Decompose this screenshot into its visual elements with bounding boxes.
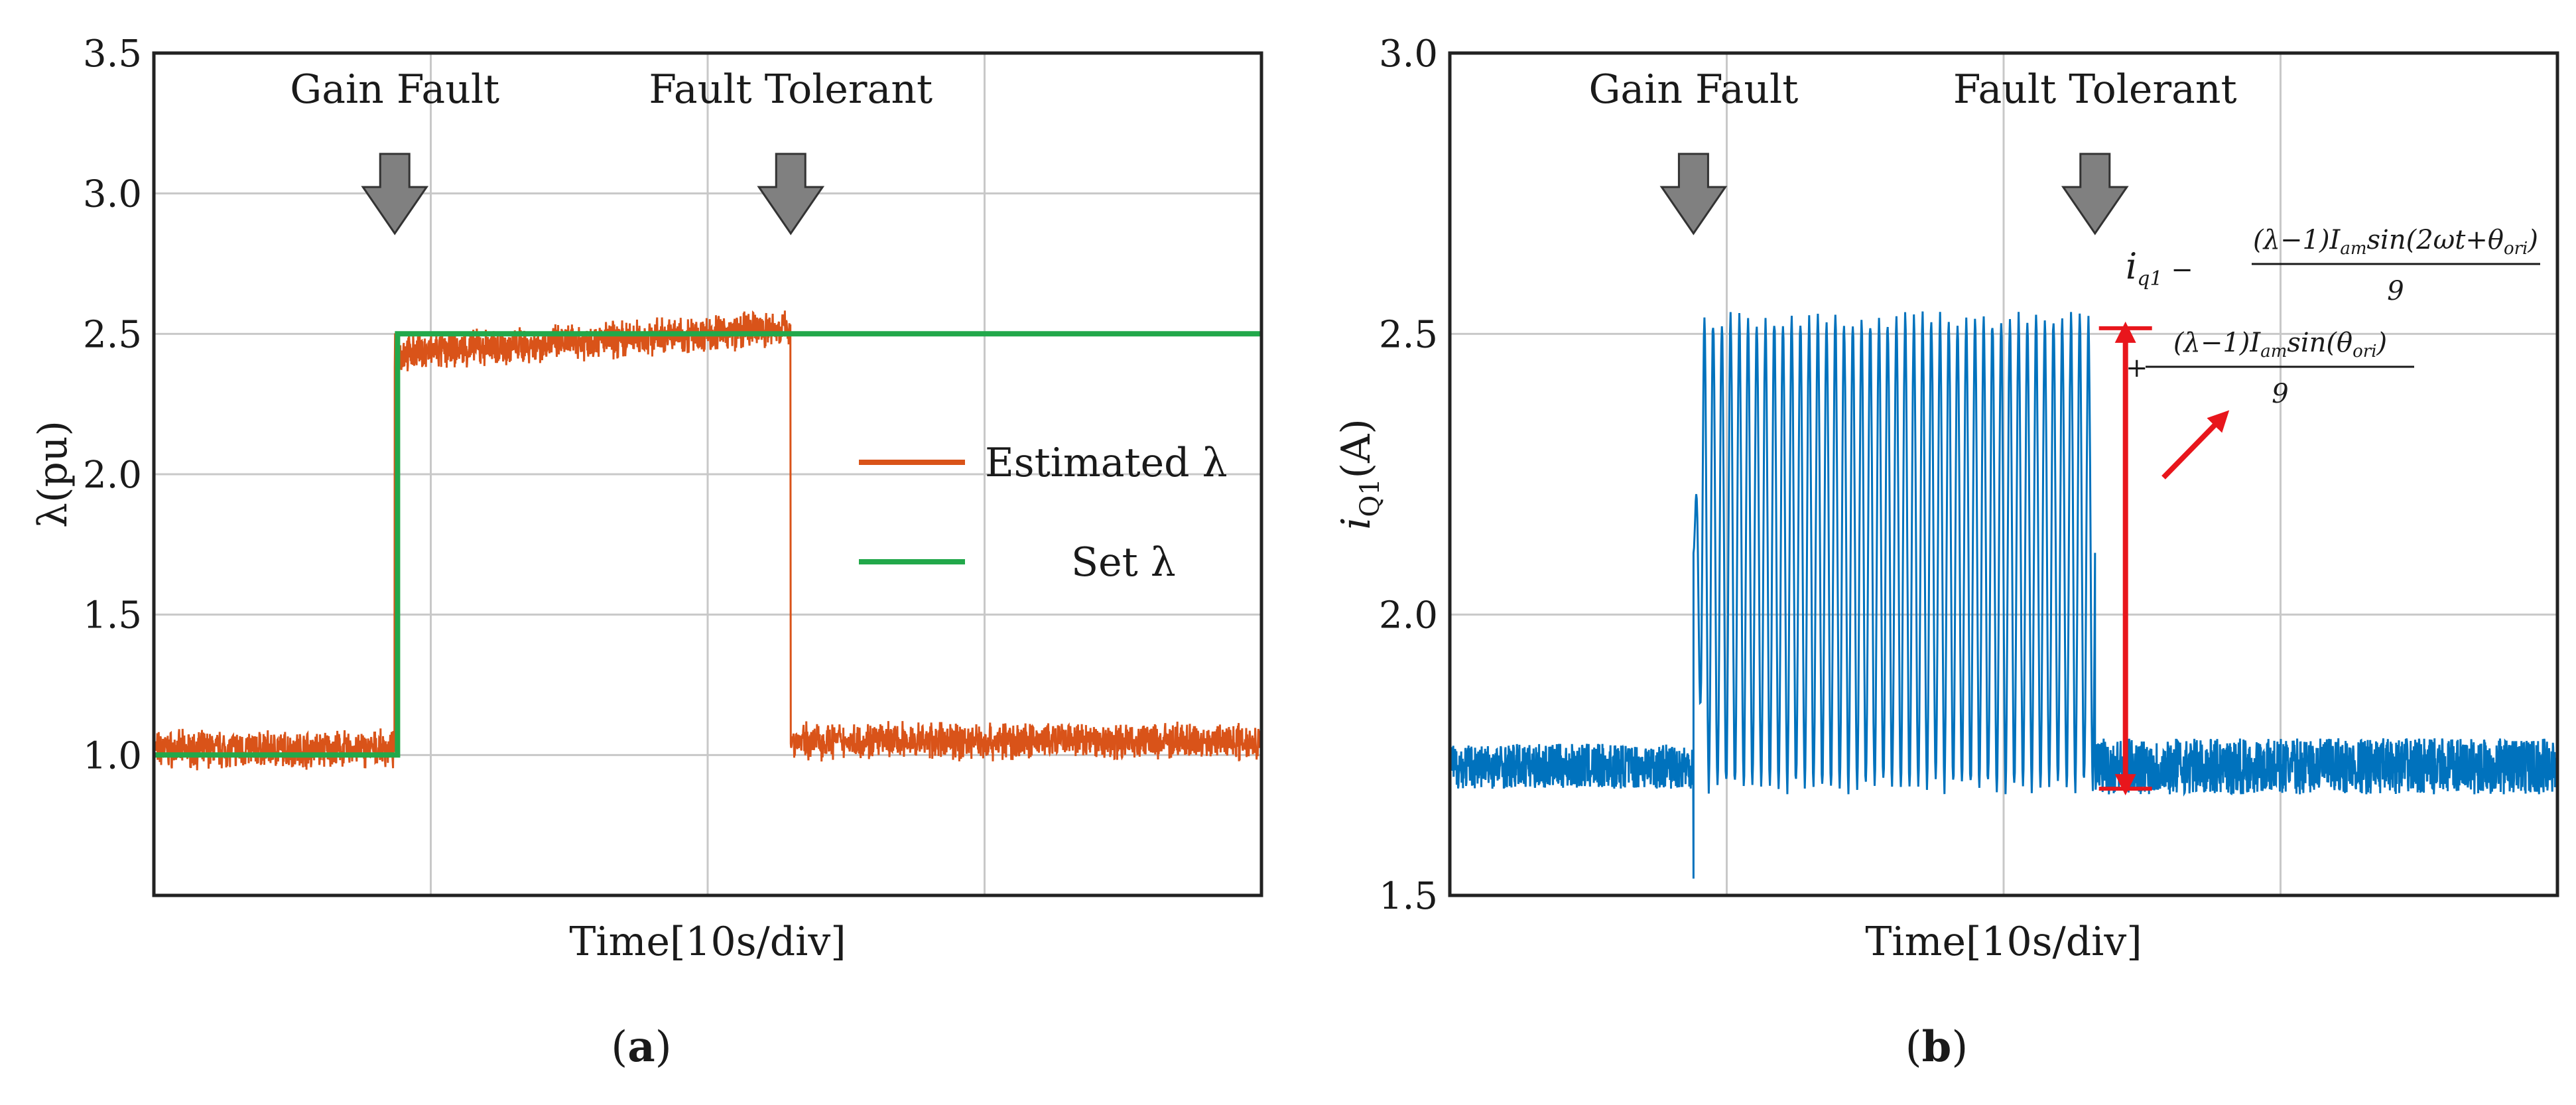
chart-a-y-tick-label: 3.0 <box>83 173 142 216</box>
chart-a-y-tick-label: 2.0 <box>83 454 142 497</box>
estimated-lambda-line <box>153 310 1262 771</box>
panel-label-a: (a) <box>611 1022 671 1072</box>
formula-prefix: iq1 − <box>2126 245 2193 291</box>
chart-a-legend: Estimated λ Set λ <box>859 440 1228 586</box>
formula-line2-denominator: 9 <box>2272 379 2288 409</box>
legend-label-estimated: Estimated λ <box>985 440 1228 486</box>
chart-b-annotations: Gain Fault Fault Tolerant <box>1588 66 2237 235</box>
series-estimated-lambda <box>153 310 1262 771</box>
chart-a-annotation-arrow-icon <box>757 153 825 235</box>
chart-a-annotation-arrow-icon <box>361 153 429 235</box>
set-lambda-line <box>154 331 1261 758</box>
amplitude-formula: iq1 − (λ−1)Iamsin(2ωt+θori) 9 + (λ−1)Iam… <box>2126 225 2540 409</box>
chart-a-y-label: λ(pu) <box>30 421 76 528</box>
chart-a-annotation-label: Fault Tolerant <box>649 66 933 113</box>
chart-b-annotation-arrow-icon <box>2061 153 2129 235</box>
chart-b-y-tick-label: 3.0 <box>1379 32 1438 76</box>
panel-label-b: (b) <box>1905 1022 1968 1072</box>
chart-a-annotation-label: Gain Fault <box>290 66 499 113</box>
chart-b-frame <box>1448 51 2559 897</box>
formula-line1-denominator: 9 <box>2387 276 2404 306</box>
chart-b-y-label: iQ1(A) <box>1333 419 1385 530</box>
chart-b-annotation-label: Fault Tolerant <box>1953 66 2237 113</box>
formula-line2-op: + <box>2126 353 2148 383</box>
chart-a-annotations: Gain Fault Fault Tolerant <box>290 66 933 235</box>
chart-a: 1.0 1.5 2.0 2.5 3.0 3.5 λ(pu) Time[10s/div] G… <box>30 32 1263 1072</box>
series-set-lambda <box>154 331 1261 758</box>
chart-b-y-tick-label: 1.5 <box>1379 875 1438 918</box>
chart-b-y-tick-label: 2.0 <box>1379 594 1438 637</box>
iq1-line <box>1449 311 2558 879</box>
chart-b: 1.5 2.0 2.5 3.0 iQ1(A) Time[10s/div] Gain F… <box>1333 32 2559 1072</box>
chart-b-annotation-arrow-icon <box>1659 153 1728 235</box>
series-iq1 <box>1449 311 2558 879</box>
chart-a-y-tick-label: 3.5 <box>83 32 142 76</box>
chart-b-annotation-label: Gain Fault <box>1588 66 1798 113</box>
chart-a-y-ticks: 1.0 1.5 2.0 2.5 3.0 3.5 <box>83 32 142 777</box>
chart-b-y-tick-label: 2.5 <box>1379 313 1438 356</box>
chart-a-y-tick-label: 1.5 <box>83 594 142 637</box>
chart-a-x-label: Time[10s/div] <box>569 919 846 965</box>
legend-label-set: Set λ <box>1071 539 1176 586</box>
chart-a-y-tick-label: 1.0 <box>83 734 142 777</box>
chart-b-x-label: Time[10s/div] <box>1865 919 2142 965</box>
chart-a-frame <box>152 51 1263 897</box>
formula-line1-numerator: (λ−1)Iamsin(2ωt+θori) <box>2253 225 2538 259</box>
chart-b-y-ticks: 1.5 2.0 2.5 3.0 <box>1379 32 1438 918</box>
chart-a-y-tick-label: 2.5 <box>83 313 142 356</box>
formula-pointer-arrow <box>2161 410 2230 480</box>
formula-line2-numerator: (λ−1)Iamsin(θori) <box>2173 328 2387 361</box>
